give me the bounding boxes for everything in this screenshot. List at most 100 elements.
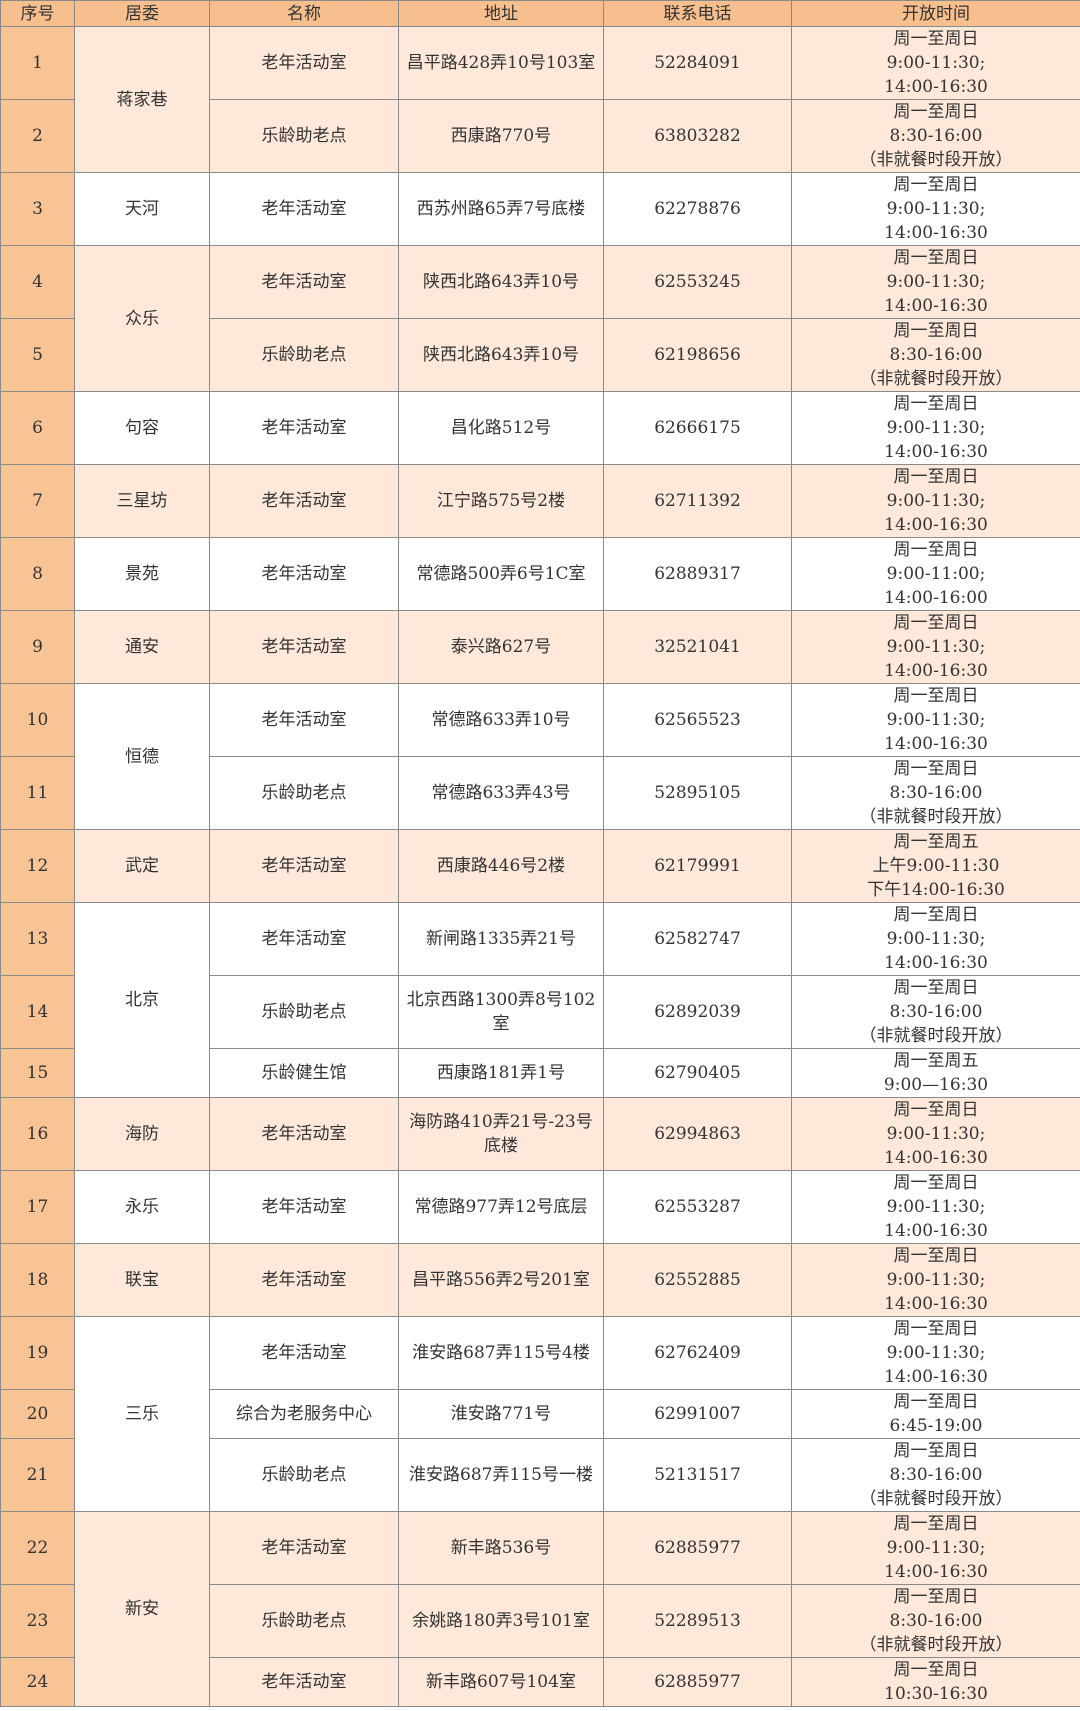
seq-cell: 21 <box>0 1438 75 1512</box>
name-cell: 老年活动室 <box>209 26 399 100</box>
phone-cell: 62991007 <box>603 1389 792 1439</box>
hours-line: 14:00-16:30 <box>884 1148 988 1168</box>
header-hours: 开放时间 <box>791 0 1080 27</box>
hours-line: 9:00-11:30; <box>886 929 986 949</box>
hours-line: 14:00-16:00 <box>884 588 988 608</box>
seq-cell: 2 <box>0 99 75 173</box>
phone-cell: 62565523 <box>603 683 792 757</box>
address-cell: 泰兴路627号 <box>398 610 604 684</box>
table-row: 5 乐龄助老点 陕西北路643弄10号 62198656 周一至周日 8:30-16:00… <box>0 318 1080 392</box>
table-row: 10 恒德 老年活动室 常德路633弄10号 62565523 周一至周日 9:00-11:… <box>0 683 1080 830</box>
hours-line: 9:00-11:30; <box>886 491 986 511</box>
hours-cell: 周一至周日 9:00-11:30; 14:00-16:30 <box>791 1316 1080 1390</box>
hours-line: 周一至周日 <box>893 1173 979 1193</box>
seq-cell: 17 <box>0 1170 75 1244</box>
phone-cell: 62553245 <box>603 245 792 319</box>
hours-line: 周一至周日 <box>893 1660 979 1680</box>
hours-line: 周一至周日 <box>893 1319 979 1339</box>
address-cell: 西康路446号2楼 <box>398 829 604 903</box>
phone-cell: 62885977 <box>603 1511 792 1585</box>
hours-cell: 周一至周日 9:00-11:30; 14:00-16:30 <box>791 610 1080 684</box>
hours-line: 周一至周日 <box>893 394 979 414</box>
committee-cell: 海防 <box>74 1097 210 1171</box>
hours-cell: 周一至周日 8:30-16:00 （非就餐时段开放） <box>791 1584 1080 1658</box>
hours-cell: 周一至周日 9:00-11:30; 14:00-16:30 <box>791 1097 1080 1171</box>
hours-cell: 周一至周日 9:00-11:30; 14:00-16:30 <box>791 1243 1080 1317</box>
name-cell: 老年活动室 <box>209 464 399 538</box>
hours-line: 周一至周日 <box>893 1587 979 1607</box>
committee-cell: 三星坊 <box>74 464 210 538</box>
committee-cell: 永乐 <box>74 1170 210 1244</box>
seq-cell: 22 <box>0 1511 75 1585</box>
table-row: 23 乐龄助老点 余姚路180弄3号101室 52289513 周一至周日 8:30-16… <box>0 1584 1080 1658</box>
table-row: 8 景苑 老年活动室 常德路500弄6号1C室 62889317 周一至周日 9:00-11… <box>0 537 1080 611</box>
seq-cell: 7 <box>0 464 75 538</box>
phone-cell: 62790405 <box>603 1048 792 1098</box>
hours-line: 8:30-16:00 <box>889 1002 983 1022</box>
seq-cell: 3 <box>0 172 75 246</box>
hours-cell: 周一至周日 9:00-11:00; 14:00-16:00 <box>791 537 1080 611</box>
hours-cell: 周一至周日 9:00-11:30; 14:00-16:30 <box>791 26 1080 100</box>
name-cell: 乐龄助老点 <box>209 1584 399 1658</box>
hours-line: 8:30-16:00 <box>889 1611 983 1631</box>
hours-line: 9:00-11:30; <box>886 1538 986 1558</box>
header-address: 地址 <box>398 0 604 27</box>
name-cell: 老年活动室 <box>209 391 399 465</box>
hours-line: 周一至周日 <box>893 1246 979 1266</box>
address-cell: 余姚路180弄3号101室 <box>398 1584 604 1658</box>
seq-cell: 16 <box>0 1097 75 1171</box>
table-row: 17 永乐 老年活动室 常德路977弄12号底层 62553287 周一至周日 9:00-1… <box>0 1170 1080 1244</box>
hours-line: 8:30-16:00 <box>889 345 983 365</box>
name-cell: 综合为老服务中心 <box>209 1389 399 1439</box>
hours-line: 14:00-16:30 <box>884 661 988 681</box>
hours-line: 周一至周日 <box>893 467 979 487</box>
seq-cell: 10 <box>0 683 75 757</box>
seq-cell: 13 <box>0 902 75 976</box>
hours-line: 8:30-16:00 <box>889 126 983 146</box>
hours-line: 周一至周日 <box>893 29 979 49</box>
hours-line: 14:00-16:30 <box>884 77 988 97</box>
hours-line: 9:00-11:30; <box>886 1124 986 1144</box>
hours-line: 9:00-11:30; <box>886 199 986 219</box>
header-name: 名称 <box>209 0 399 27</box>
hours-cell: 周一至周日 9:00-11:30; 14:00-16:30 <box>791 464 1080 538</box>
phone-cell: 62552885 <box>603 1243 792 1317</box>
hours-line: 9:00-11:30; <box>886 53 986 73</box>
seq-cell: 12 <box>0 829 75 903</box>
seq-cell: 24 <box>0 1657 75 1707</box>
hours-cell: 周一至周日 8:30-16:00 （非就餐时段开放） <box>791 1438 1080 1512</box>
seq-cell: 23 <box>0 1584 75 1658</box>
committee-cell: 景苑 <box>74 537 210 611</box>
phone-cell: 52289513 <box>603 1584 792 1658</box>
hours-line: 周一至周日 <box>893 1100 979 1120</box>
phone-cell: 62198656 <box>603 318 792 392</box>
name-cell: 老年活动室 <box>209 683 399 757</box>
address-cell: 新丰路536号 <box>398 1511 604 1585</box>
hours-line: （非就餐时段开放） <box>859 1026 1013 1046</box>
phone-cell: 63803282 <box>603 99 792 173</box>
table-row: 22 新安 老年活动室 新丰路536号 62885977 周一至周日 9:00-11:30;… <box>0 1511 1080 1707</box>
hours-line: 周一至周日 <box>893 759 979 779</box>
table-row: 6 句容 老年活动室 昌化路512号 62666175 周一至周日 9:00-11:30; 1… <box>0 391 1080 465</box>
hours-line: （非就餐时段开放） <box>859 807 1013 827</box>
phone-cell: 62666175 <box>603 391 792 465</box>
name-cell: 老年活动室 <box>209 1170 399 1244</box>
hours-line: 14:00-16:30 <box>884 296 988 316</box>
hours-cell: 周一至周日 9:00-11:30; 14:00-16:30 <box>791 1511 1080 1585</box>
phone-cell: 62179991 <box>603 829 792 903</box>
hours-line: 8:30-16:00 <box>889 783 983 803</box>
address-cell: 新丰路607号104室 <box>398 1657 604 1707</box>
address-cell: 西苏州路65弄7号底楼 <box>398 172 604 246</box>
hours-line: 9:00-11:30; <box>886 1270 986 1290</box>
hours-line: 9:00-11:30; <box>886 418 986 438</box>
phone-cell: 62885977 <box>603 1657 792 1707</box>
name-cell: 老年活动室 <box>209 902 399 976</box>
phone-cell: 52131517 <box>603 1438 792 1512</box>
name-cell: 老年活动室 <box>209 1511 399 1585</box>
seq-cell: 18 <box>0 1243 75 1317</box>
table-row: 21 乐龄助老点 淮安路687弄115号一楼 52131517 周一至周日 8:30-16… <box>0 1438 1080 1512</box>
hours-line: 周一至周日 <box>893 175 979 195</box>
committee-cell: 联宝 <box>74 1243 210 1317</box>
address-cell: 江宁路575号2楼 <box>398 464 604 538</box>
seq-cell: 6 <box>0 391 75 465</box>
